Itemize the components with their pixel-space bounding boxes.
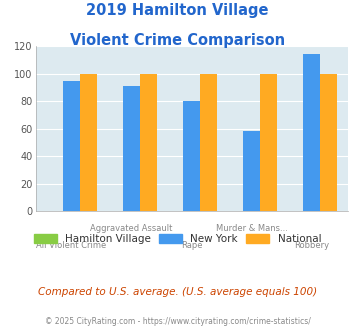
Text: Compared to U.S. average. (U.S. average equals 100): Compared to U.S. average. (U.S. average … [38,287,317,297]
Text: Rape: Rape [181,241,202,250]
Bar [260,74,277,211]
Bar [123,86,140,211]
Text: 2019 Hamilton Village: 2019 Hamilton Village [86,3,269,18]
Bar [183,101,200,211]
Text: © 2025 CityRating.com - https://www.cityrating.com/crime-statistics/: © 2025 CityRating.com - https://www.city… [45,317,310,326]
Bar [140,74,157,211]
Text: All Violent Crime: All Violent Crime [37,241,106,250]
Text: Aggravated Assault: Aggravated Assault [91,224,173,233]
Bar [63,81,80,211]
Text: Violent Crime Comparison: Violent Crime Comparison [70,33,285,48]
Bar [80,74,97,211]
Text: Robbery: Robbery [294,241,329,250]
Bar [304,54,320,211]
Bar [200,74,217,211]
Bar [244,131,260,211]
Text: Murder & Mans...: Murder & Mans... [216,224,288,233]
Legend: Hamilton Village, New York, National: Hamilton Village, New York, National [29,230,326,248]
Bar [320,74,337,211]
